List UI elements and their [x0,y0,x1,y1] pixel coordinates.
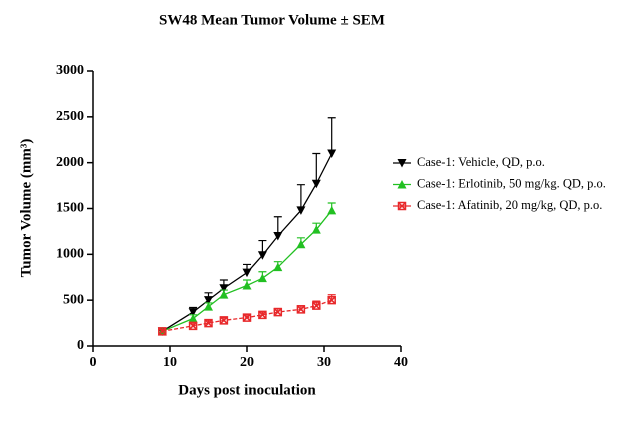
legend-label: Case-1: Erlotinib, 50 mg/kg. QD, p.o. [417,176,606,190]
data-point [311,225,321,234]
y-tick-label: 500 [63,292,84,307]
x-tick-label: 0 [90,355,97,370]
legend-label: Case-1: Afatinib, 20 mg/kg, QD, p.o. [417,198,602,212]
data-point [204,318,213,328]
data-point [311,179,321,189]
y-axis-label: Tumor Volume (mm³) [18,139,34,278]
data-point [204,302,213,311]
y-tick-label: 2500 [56,109,84,124]
data-point [327,295,336,305]
y-tick-label: 0 [77,338,84,353]
data-point [312,301,321,310]
series-line [162,299,332,332]
data-point [258,310,267,320]
data-point [204,296,213,305]
data-point [296,206,306,215]
data-point [242,313,252,322]
error-bar [312,152,321,184]
data-point [219,284,229,293]
x-axis-label: Days post inoculation [178,382,316,398]
x-tick-label: 10 [163,355,177,370]
data-point [327,205,337,215]
x-tick-label: 20 [240,355,254,370]
error-bar [296,184,305,211]
x-tick-label: 40 [394,355,408,370]
data-point [327,149,337,158]
series-line [161,153,333,332]
y-tick-label: 2000 [56,155,84,170]
data-point [158,327,167,336]
chart-title: SW48 Mean Tumor Volume ± SEM [159,12,385,28]
error-bar [327,117,336,154]
legend-label: Case-1: Vehicle, QD, p.o. [417,155,545,169]
y-tick-label: 3000 [56,63,84,78]
data-point [188,314,198,323]
data-point [273,262,283,272]
legend-marker [397,180,407,189]
data-point [242,281,252,290]
data-point [273,307,283,317]
data-point [273,232,283,241]
data-point [257,251,267,260]
data-point [188,308,198,317]
data-point [296,239,306,249]
legend-marker [397,159,407,168]
data-point [242,268,252,278]
y-tick-label: 1500 [56,201,84,216]
legend-marker [397,201,407,211]
data-point [219,316,229,325]
data-point [257,273,267,283]
x-tick-label: 30 [317,355,331,370]
y-tick-label: 1000 [56,247,84,262]
data-point [219,290,229,299]
data-point [296,305,306,314]
series-line [162,209,333,332]
data-point [188,321,198,331]
